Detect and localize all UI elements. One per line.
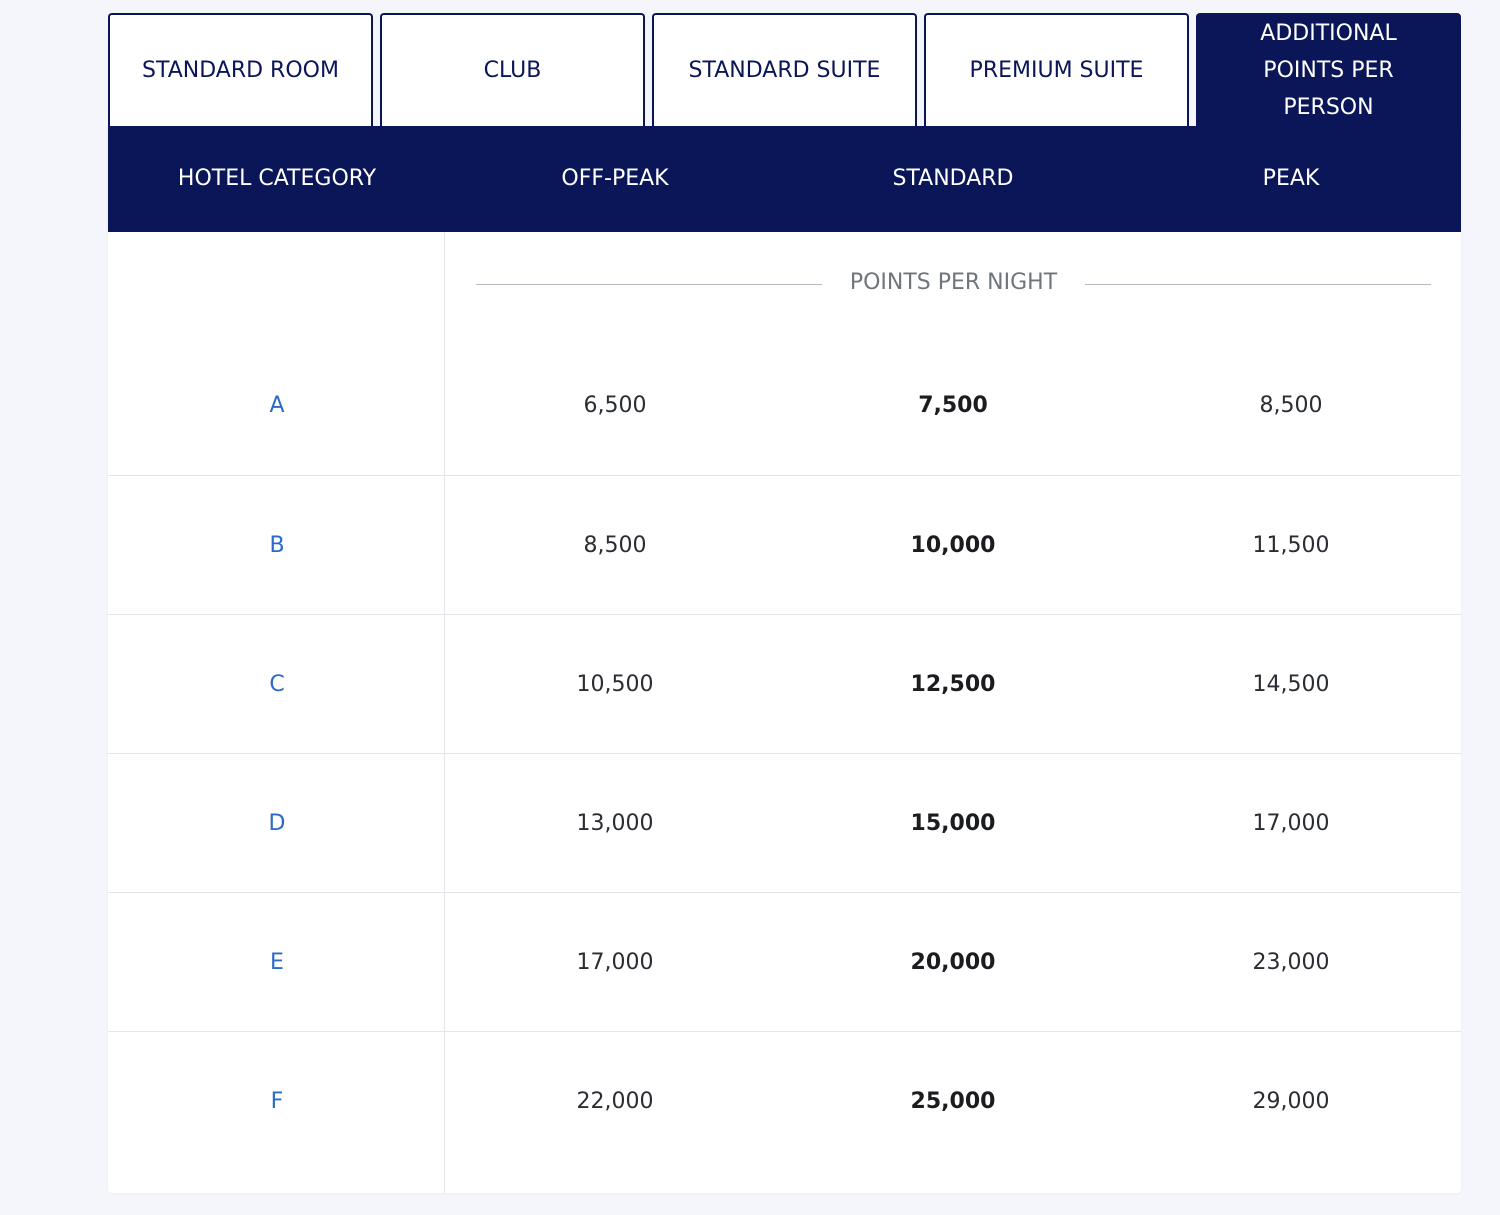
cell-peak: 23,000	[1252, 949, 1330, 975]
table-header: HOTEL CATEGORY OFF-PEAK STANDARD PEAK	[108, 126, 1461, 232]
cell-off-peak: 13,000	[576, 810, 654, 836]
cell-standard: 7,500	[918, 393, 988, 418]
cell-off-peak: 22,000	[576, 1089, 654, 1114]
cell-category: D	[268, 810, 286, 836]
header-off-peak: OFF-PEAK	[561, 165, 669, 191]
table-row: B 8,500 10,000 11,500	[108, 476, 1461, 615]
cell-peak: 29,000	[1252, 1089, 1330, 1114]
tab-additional-points-per-person[interactable]: ADDITIONAL POINTS PER PERSON	[1196, 13, 1461, 126]
cell-off-peak: 6,500	[583, 393, 647, 418]
points-table: HOTEL CATEGORY OFF-PEAK STANDARD PEAK PO…	[108, 126, 1461, 1193]
table-row: POINTS PER NIGHT A 6,500 7,500 8,500	[108, 232, 1461, 476]
header-hotel-category: HOTEL CATEGORY	[177, 165, 377, 191]
cell-peak: 11,500	[1252, 532, 1330, 558]
room-type-tabs: STANDARD ROOM CLUB STANDARD SUITE PREMIU…	[108, 13, 1461, 126]
cell-off-peak: 17,000	[576, 949, 654, 975]
cell-standard: 15,000	[910, 810, 996, 836]
subheader-rule-right	[1085, 284, 1431, 285]
tab-label: STANDARD ROOM	[142, 58, 339, 83]
cell-peak: 14,500	[1252, 671, 1330, 697]
tab-standard-suite[interactable]: STANDARD SUITE	[652, 13, 917, 126]
tab-label: CLUB	[483, 58, 542, 83]
cell-standard: 10,000	[910, 532, 996, 558]
header-peak: PEAK	[1262, 165, 1320, 191]
cell-category: A	[269, 393, 285, 418]
table-body: POINTS PER NIGHT A 6,500 7,500 8,500 B 8…	[108, 232, 1461, 1193]
cell-peak: 8,500	[1259, 393, 1323, 418]
header-standard: STANDARD	[892, 165, 1014, 191]
cell-category: C	[269, 671, 285, 697]
table-row: D 13,000 15,000 17,000	[108, 754, 1461, 893]
cell-category: B	[269, 532, 285, 558]
cell-peak: 17,000	[1252, 810, 1330, 836]
table-row: F 22,000 25,000 29,000	[108, 1032, 1461, 1171]
table-row: C 10,500 12,500 14,500	[108, 615, 1461, 754]
column-divider	[444, 232, 445, 1193]
points-per-night-label: POINTS PER NIGHT	[849, 270, 1058, 295]
cell-category: F	[270, 1089, 284, 1114]
tab-standard-room[interactable]: STANDARD ROOM	[108, 13, 373, 126]
cell-category: E	[270, 949, 284, 975]
cell-off-peak: 8,500	[583, 532, 647, 558]
cell-standard: 25,000	[910, 1089, 996, 1114]
subheader-rule-left	[476, 284, 822, 285]
cell-off-peak: 10,500	[576, 671, 654, 697]
cell-standard: 20,000	[910, 949, 996, 975]
tab-label: STANDARD SUITE	[688, 58, 881, 83]
tab-premium-suite[interactable]: PREMIUM SUITE	[924, 13, 1189, 126]
table-row: E 17,000 20,000 23,000	[108, 893, 1461, 1032]
tab-club[interactable]: CLUB	[380, 13, 645, 126]
cell-standard: 12,500	[910, 671, 996, 697]
tab-label: PREMIUM SUITE	[969, 58, 1144, 83]
tab-label: ADDITIONAL POINTS PER PERSON	[1260, 21, 1397, 120]
